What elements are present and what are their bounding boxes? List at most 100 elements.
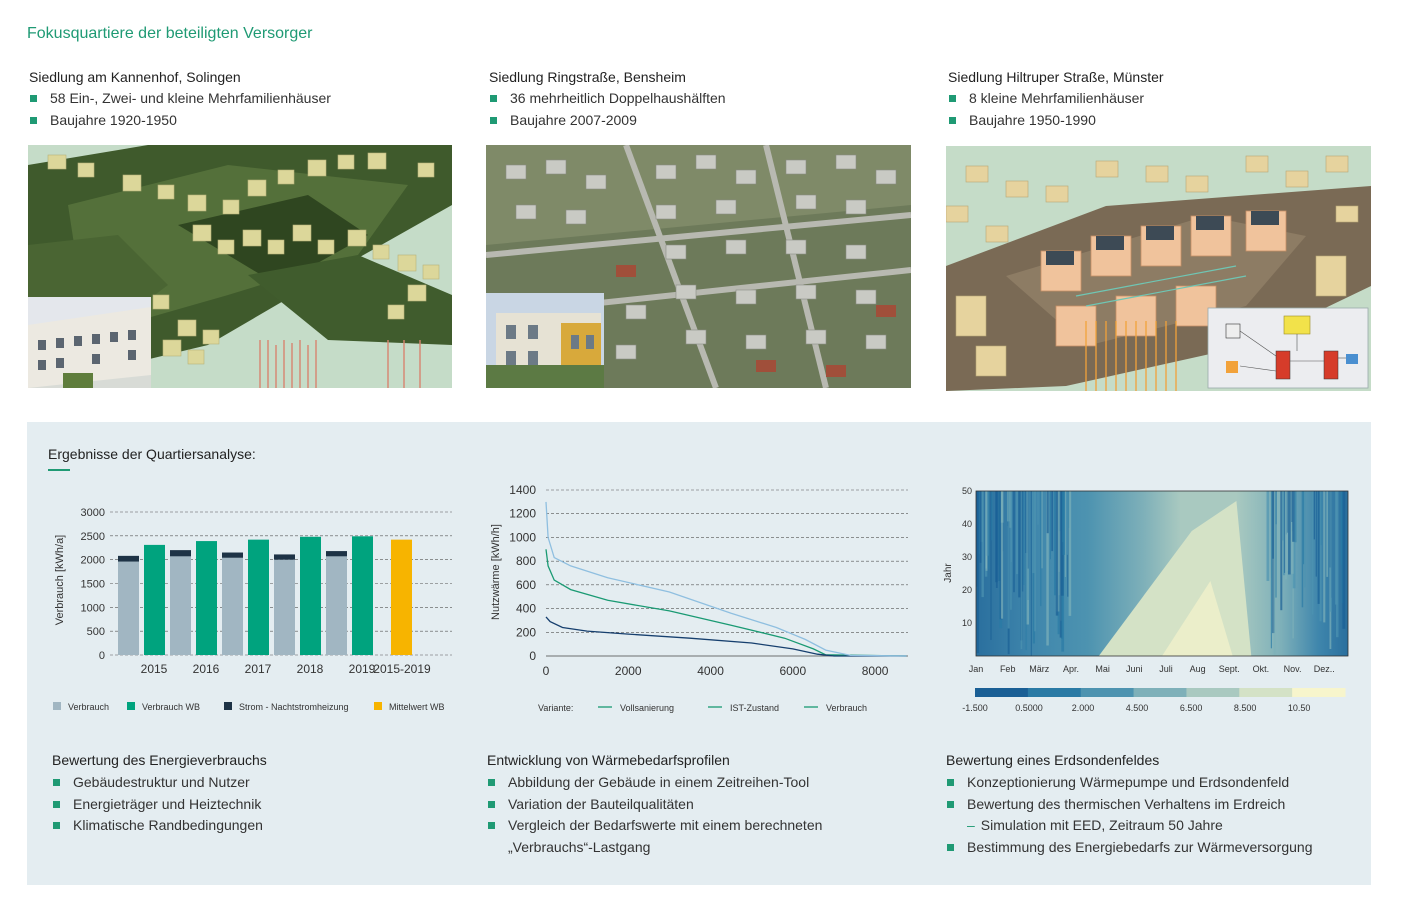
x-tick-label: März: [1029, 664, 1049, 674]
site-kannenhof: Siedlung am Kannenhof, Solingen 58 Ein-,…: [29, 69, 449, 131]
heatmap-streak: [1272, 491, 1274, 559]
legend-label: IST-Zustand: [730, 703, 779, 713]
x-tick-label: 2017: [245, 662, 272, 676]
bar-verbrauch-wb: [144, 544, 165, 655]
heatmap-streak: [1066, 491, 1068, 555]
list-item: Baujahre 1920-1950: [29, 110, 449, 132]
y-tick-label: 400: [516, 602, 536, 616]
heatmap-streak: [1275, 491, 1277, 598]
list-item: 8 kleine Mehrfamilienhäuser: [948, 88, 1368, 110]
bar-strom: [222, 552, 243, 558]
heatmap-streak: [1323, 491, 1326, 623]
heatmap-streak: [1286, 491, 1289, 533]
heatmap-streak: [1000, 491, 1004, 619]
y-tick-label: 0: [99, 650, 105, 662]
colorbar-tick-label: -1.500: [962, 703, 988, 713]
bar-strom: [274, 554, 295, 560]
heatmap-streak: [986, 491, 989, 556]
y-tick-label: 0: [529, 649, 536, 663]
heatmap-streak: [1342, 491, 1346, 629]
colorbar-segment: [1027, 688, 1082, 697]
colorbar-tick-label: 8.500: [1234, 703, 1257, 713]
colorbar-tick-label: 0.5000: [1015, 703, 1043, 713]
heatmap-streak: [981, 491, 984, 598]
photo-bensheim-aerial: [486, 145, 911, 388]
y-tick-label: 600: [516, 578, 536, 592]
heatmap-streak: [1281, 491, 1285, 541]
y-tick-label: 1400: [509, 483, 536, 497]
line-ist-zustand: [545, 616, 907, 657]
list-item: 58 Ein-, Zwei- und kleine Mehrfamilienhä…: [29, 88, 449, 110]
heatmap-streak: [1315, 491, 1317, 577]
list-item: 36 mehrheitlich Doppelhaushälften: [489, 88, 909, 110]
list-item-continuation: „Verbrauchs“-Lastgang: [508, 838, 651, 855]
site-ringstrasse: Siedlung Ringstraße, Bensheim 36 mehrhei…: [489, 69, 909, 131]
heatmap-streak: [1060, 491, 1064, 596]
bar-series: [118, 536, 412, 655]
y-tick-label: 500: [87, 626, 105, 638]
y-tick-label: 3000: [81, 507, 105, 519]
x-tick-label: 6000: [779, 664, 806, 678]
heatmap-streak: [1010, 491, 1012, 610]
x-tick-label: 8000: [862, 664, 889, 678]
colorbar-segment: [1186, 688, 1240, 697]
list-item: Baujahre 2007-2009: [489, 110, 909, 132]
x-tick-label: 2000: [615, 664, 642, 678]
x-tick-labels: Jan Feb März Apr. Mai Juni Juli Aug Sept. Okt. Nov…: [969, 664, 1335, 674]
heatmap-streak: [1032, 491, 1035, 574]
x-tick-label: 2015-2019: [373, 662, 431, 676]
bar-strom: [118, 555, 139, 562]
heatmap-streak: [1288, 491, 1291, 575]
bar-verbrauch: [118, 561, 139, 655]
y-tick-label: 10: [962, 618, 972, 628]
y-tick-label: 800: [516, 554, 536, 568]
y-tick-labels: 3000 2500 2000 1500 1000 500 0: [81, 507, 105, 662]
heatmap-streak: [1317, 491, 1320, 604]
colorbar-segment: [1133, 688, 1187, 697]
bar-verbrauch: [274, 559, 295, 655]
section-erdsondenfeld: Bewertung eines Erdsondenfeldes Konzepti…: [946, 752, 1366, 858]
list-item: Variation der Bauteilqualitäten: [487, 794, 927, 816]
chart-grid: [546, 489, 908, 657]
bar-verbrauch: [222, 557, 243, 655]
heatmap-warmest-region: [1162, 581, 1233, 656]
heatmap-streak: [1284, 491, 1286, 573]
heatmap-streak: [1068, 491, 1072, 616]
photo-muenster-3d-model: [946, 146, 1371, 391]
heatmap-streak: [1280, 491, 1283, 611]
list-item: Klimatische Randbedingungen: [52, 815, 472, 837]
list-item-text: Simulation mit EED, Zeitraum 50 Jahre: [980, 817, 1223, 833]
list-item: Vergleich der Bedarfswerte mit einem ber…: [487, 815, 927, 837]
site-hiltruper: Siedlung Hiltruper Straße, Münster 8 kle…: [948, 69, 1368, 131]
heatmap-streak: [1007, 491, 1010, 629]
site-bullets: 8 kleine Mehrfamilienhäuser Baujahre 195…: [948, 88, 1368, 131]
heatmap-streak: [979, 491, 982, 563]
heatmap-streak: [1013, 491, 1015, 593]
heatmap-streak: [1016, 491, 1019, 575]
site-title: Siedlung Ringstraße, Bensheim: [489, 69, 686, 85]
heatmap-streak: [991, 491, 993, 541]
heatmap-streak: [1046, 491, 1049, 646]
list-item: Abbildung der Gebäude in einem Zeitreihe…: [487, 772, 927, 794]
heatmap-streak: [1266, 491, 1270, 581]
y-tick-label: 30: [962, 552, 972, 562]
heatmap-streak: [978, 491, 980, 555]
site-title: Siedlung Hiltruper Straße, Münster: [948, 69, 1164, 85]
x-tick-label: 2019: [349, 662, 376, 676]
legend-label: Mittelwert WB: [389, 702, 445, 712]
x-tick-label: 2018: [297, 662, 324, 676]
legend-label: Verbrauch: [68, 702, 109, 712]
list-item-sub: – Simulation mit EED, Zeitraum 50 Jahre: [946, 815, 1366, 837]
x-tick-label: 2015: [141, 662, 168, 676]
heatmap-streak: [1046, 491, 1049, 534]
heatmap-plot: [975, 490, 1349, 657]
line-vollsanierung: [545, 549, 907, 657]
bar-strom: [326, 551, 347, 557]
heatmap-streak: [1025, 491, 1027, 651]
colorbar-tick-label: 2.000: [1072, 703, 1095, 713]
y-tick-label: 50: [962, 486, 972, 496]
x-tick-label: Okt.: [1253, 664, 1270, 674]
x-tick-label: Aug: [1190, 664, 1206, 674]
colorbar-segment: [1080, 688, 1135, 697]
